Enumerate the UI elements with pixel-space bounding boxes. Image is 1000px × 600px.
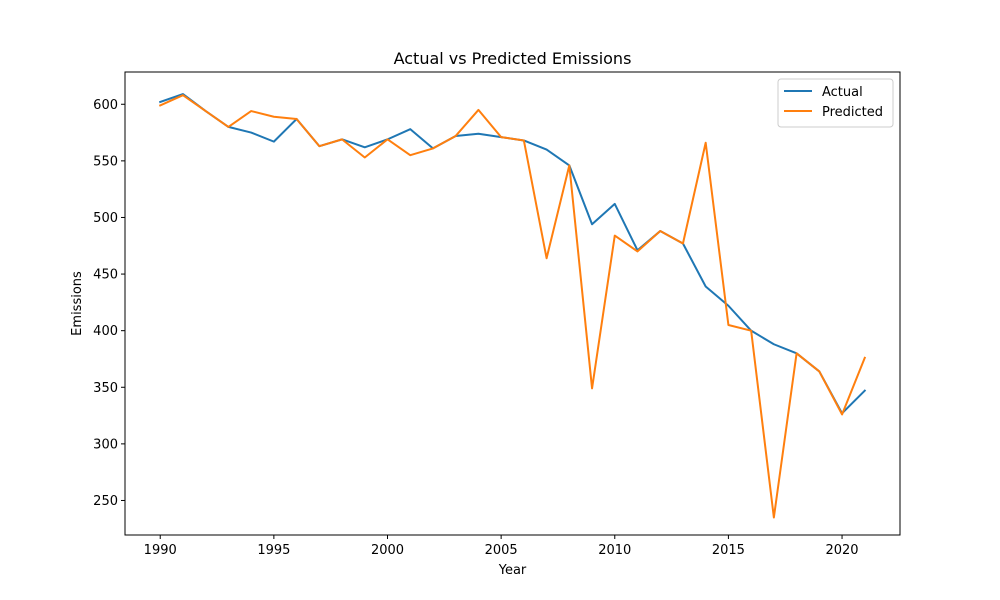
y-tick-label: 500 (93, 211, 118, 226)
series-layer (158, 93, 867, 519)
y-axis-title: Emissions (70, 271, 85, 336)
x-tick-label: 2010 (598, 543, 631, 558)
plot-frame (124, 71, 901, 536)
x-tick-label: 1995 (257, 543, 290, 558)
y-tick-label: 400 (93, 324, 118, 339)
legend-label-actual: Actual (822, 85, 863, 100)
y-tick-label: 550 (93, 154, 118, 169)
chart-title: Actual vs Predicted Emissions (394, 49, 632, 68)
x-tick-label: 1990 (144, 543, 177, 558)
y-tick-label: 600 (93, 98, 118, 113)
x-tick-label: 2005 (485, 543, 518, 558)
x-tick-label: 2020 (825, 543, 858, 558)
legend: Actual Predicted (777, 78, 894, 128)
y-tick-label: 250 (93, 494, 118, 509)
y-axis: 250 300 350 400 450 500 550 600 (93, 98, 125, 509)
x-axis: 1990 1995 2000 2005 2010 2015 2020 (144, 535, 859, 558)
y-tick-label: 350 (93, 381, 118, 396)
series-line-predicted (158, 94, 867, 519)
y-tick-label: 300 (93, 437, 118, 452)
x-tick-label: 2000 (371, 543, 404, 558)
y-tick-label: 450 (93, 268, 118, 283)
plot-area (125, 72, 900, 535)
legend-label-predicted: Predicted (822, 105, 883, 120)
x-axis-title: Year (498, 563, 527, 578)
x-tick-label: 2015 (712, 543, 745, 558)
